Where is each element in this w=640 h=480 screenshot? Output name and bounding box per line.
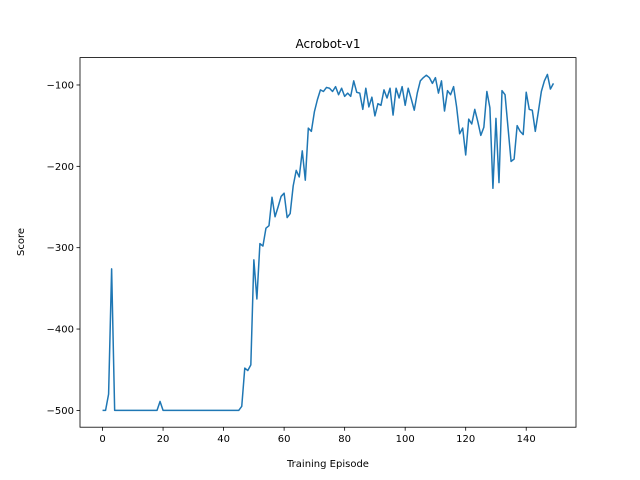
- y-tick-label: −500: [47, 406, 74, 417]
- x-tick-label: 100: [396, 434, 415, 445]
- x-tick-label: 80: [338, 434, 351, 445]
- y-axis-label: Score: [16, 228, 27, 256]
- x-tick-label: 40: [217, 434, 230, 445]
- chart-title: Acrobot-v1: [295, 37, 360, 51]
- y-tick-label: −200: [47, 162, 74, 173]
- x-axis-label: Training Episode: [286, 459, 369, 470]
- x-tick-label: 120: [456, 434, 475, 445]
- line-series: [102, 73, 555, 412]
- x-tick-label: 60: [278, 434, 291, 445]
- x-tick-label: 140: [517, 434, 536, 445]
- y-tick-label: −400: [47, 325, 74, 336]
- y-tick-label: −100: [47, 80, 74, 91]
- x-tick-label: 0: [99, 434, 105, 445]
- plot-frame: [79, 57, 577, 428]
- y-tick-label: −300: [47, 243, 74, 254]
- x-tick-label: 20: [157, 434, 170, 445]
